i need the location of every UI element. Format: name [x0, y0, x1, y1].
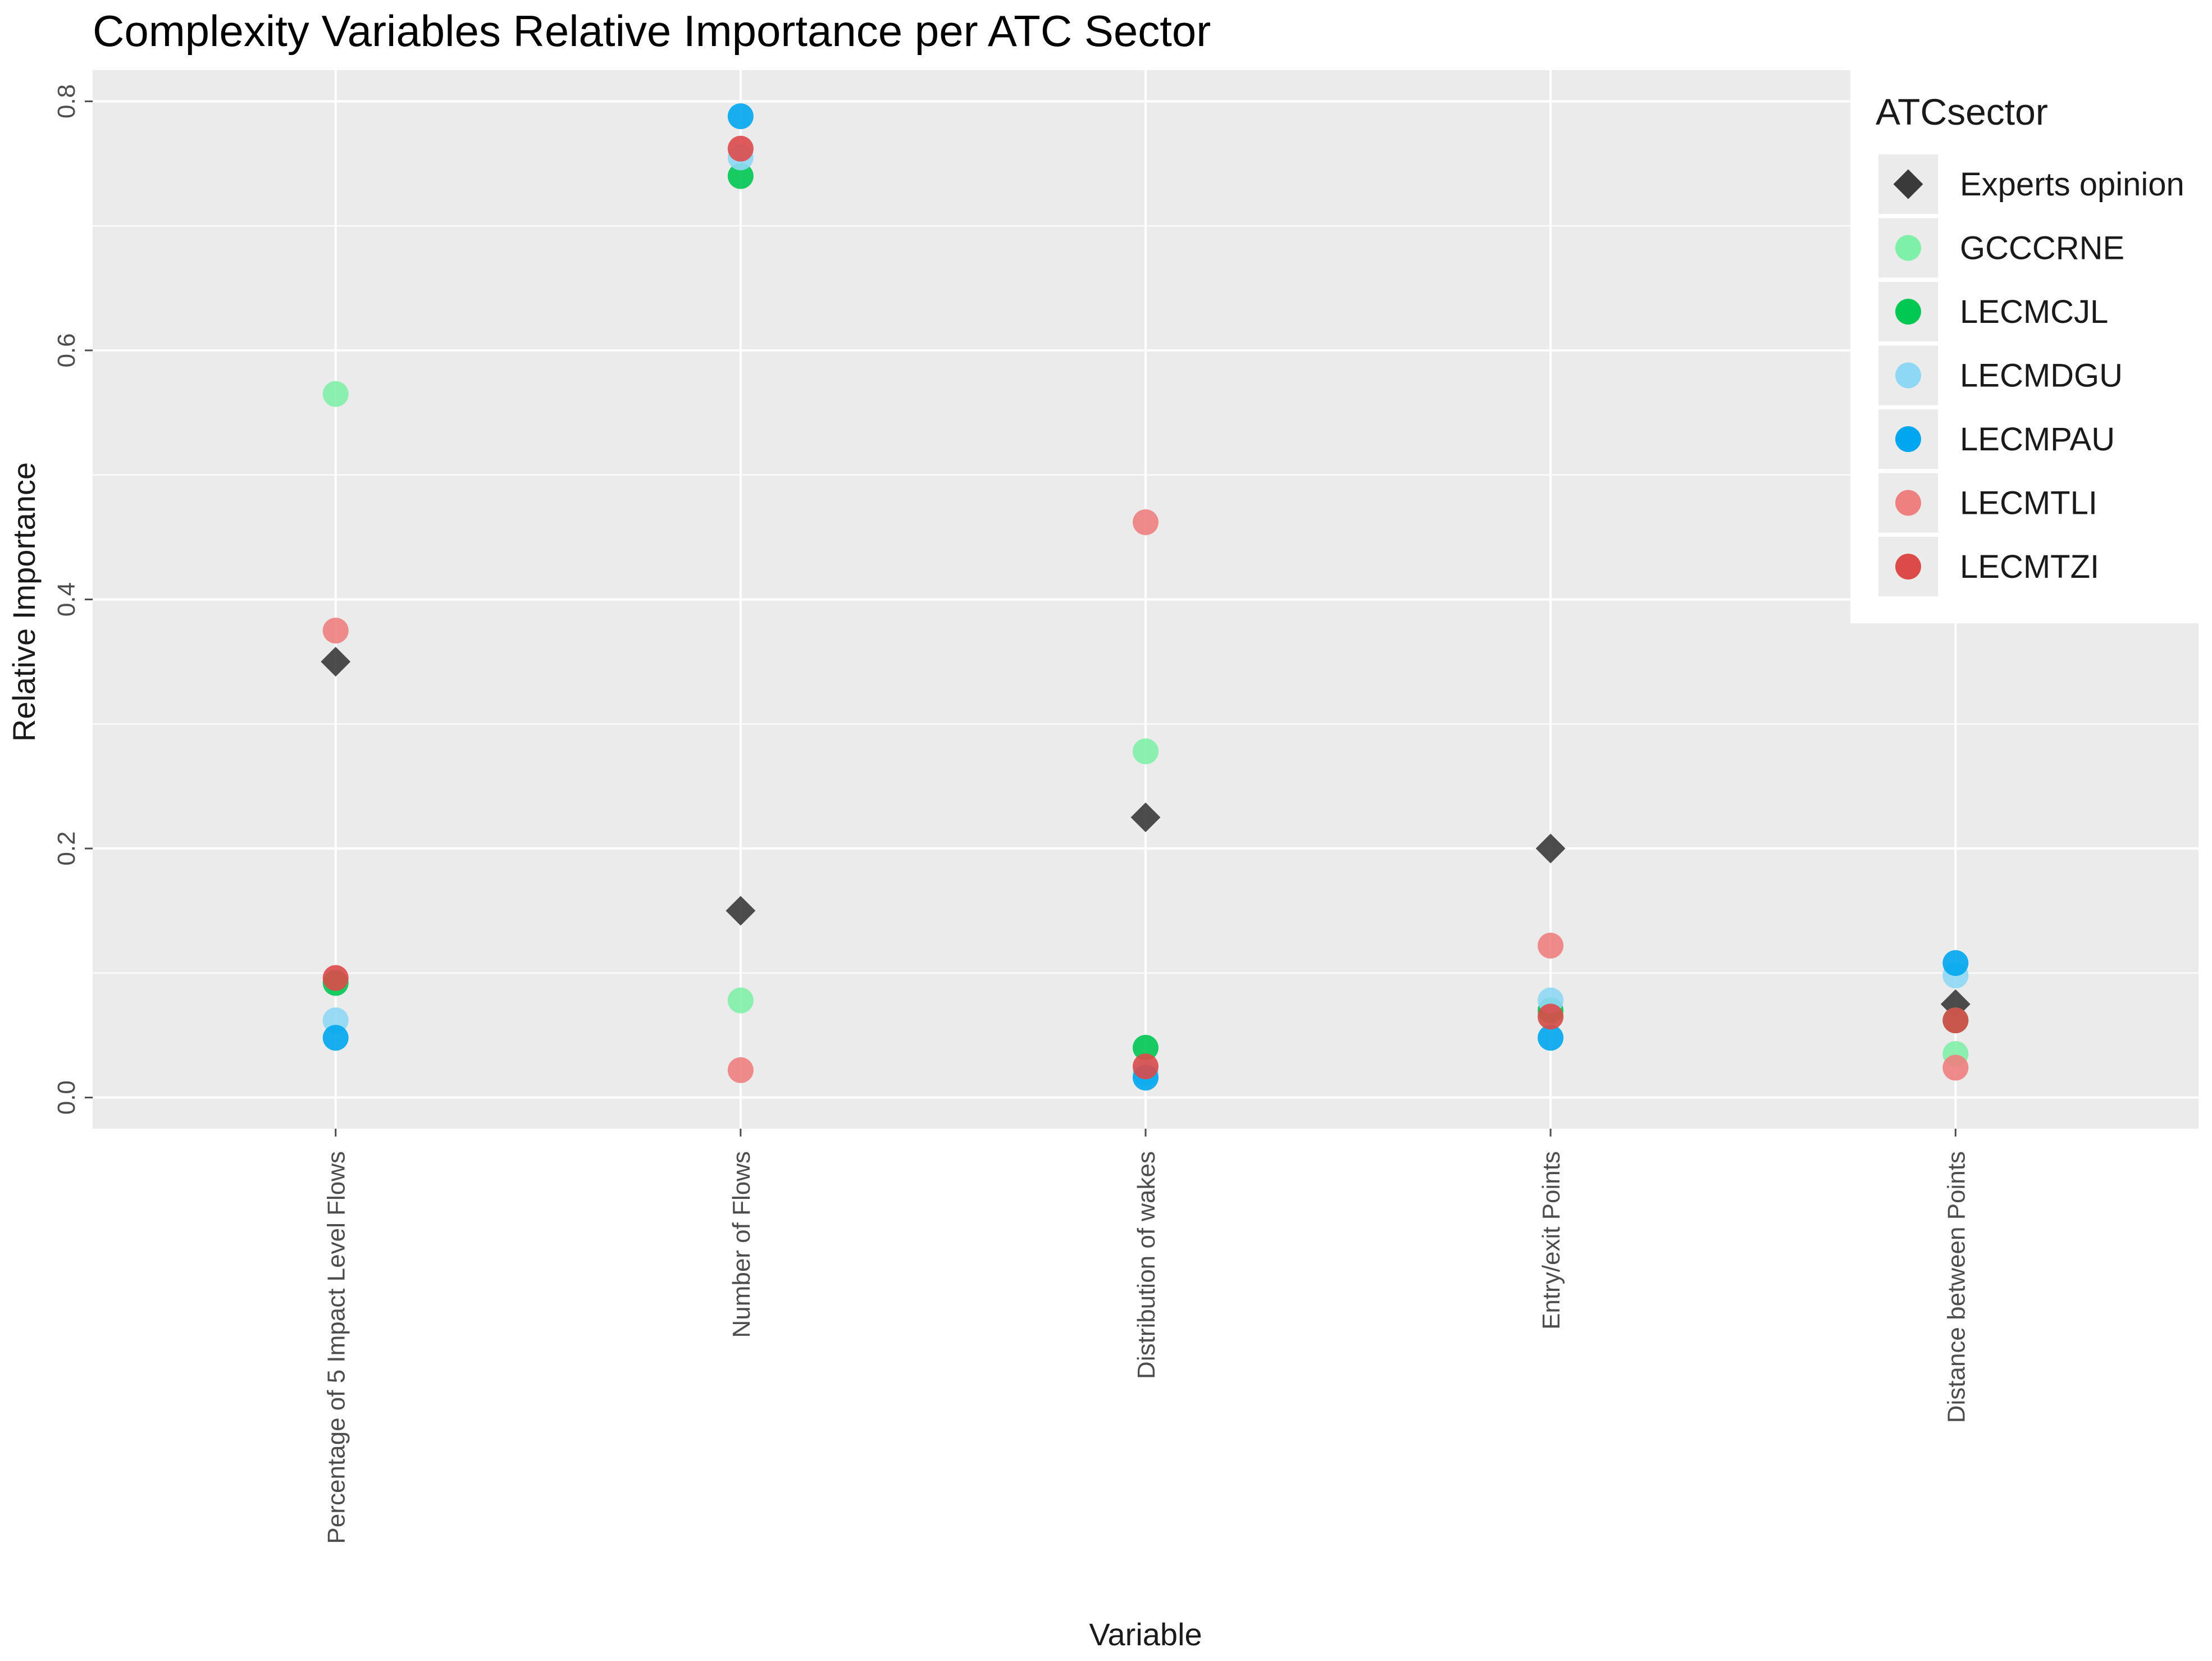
legend-key-lecmtli — [1895, 490, 1921, 516]
data-point — [727, 987, 754, 1014]
data-point — [727, 135, 754, 162]
x-tick-label: Percentage of 5 Impact Level Flows — [323, 1151, 350, 1544]
data-point — [1130, 802, 1161, 833]
x-tick-label: Entry/exit Points — [1538, 1151, 1565, 1330]
data-point — [322, 617, 349, 644]
y-tick-label: 0.8 — [53, 84, 80, 118]
y-axis: 0.0 0.2 0.4 0.6 0.8 — [53, 84, 93, 1115]
chart-title: Complexity Variables Relative Importance… — [93, 6, 1211, 56]
legend-key-gcccrne — [1895, 235, 1921, 261]
data-point — [1538, 1003, 1564, 1030]
x-axis: Percentage of 5 Impact Level Flows Number… — [323, 1129, 1970, 1544]
data-point — [726, 896, 756, 926]
legend: ATCsector Experts opinion GCCCRNE LECMCJL L… — [1850, 70, 2199, 623]
legend-key-lecmtzi — [1895, 554, 1921, 579]
data-point — [322, 1025, 349, 1051]
legend-label: LECMPAU — [1960, 421, 2115, 458]
legend-label: LECMDGU — [1960, 358, 2123, 394]
legend-items: Experts opinion GCCCRNE LECMCJL LECMDGU LECM… — [1878, 154, 2184, 596]
data-point — [1942, 950, 1969, 976]
x-tick-label: Number of Flows — [728, 1151, 755, 1338]
data-point — [1133, 1034, 1159, 1061]
y-tick-label: 0.2 — [53, 831, 80, 865]
data-point — [1133, 509, 1159, 536]
x-axis-title: Variable — [1089, 1617, 1202, 1652]
legend-key-lecmpau — [1895, 426, 1921, 452]
data-point — [1538, 1025, 1564, 1051]
y-tick-label: 0.4 — [53, 582, 80, 617]
legend-title: ATCsector — [1876, 91, 2048, 133]
data-points — [321, 103, 1971, 1091]
data-point — [322, 381, 349, 407]
legend-label: GCCCRNE — [1960, 230, 2124, 267]
series-lecmtzi — [322, 135, 1969, 1080]
y-axis-title: Relative Importance — [6, 462, 42, 742]
data-point — [1535, 833, 1566, 864]
legend-label: LECMTLI — [1960, 485, 2097, 522]
data-point — [1538, 933, 1564, 959]
y-tick-label: 0.0 — [53, 1080, 80, 1115]
legend-label: LECMTZI — [1960, 549, 2099, 585]
data-point — [1942, 1055, 1969, 1081]
legend-label: Experts opinion — [1960, 166, 2184, 203]
data-point — [322, 965, 349, 991]
x-tick-label: Distribution of wakes — [1133, 1151, 1160, 1379]
data-point — [727, 163, 754, 189]
data-point — [1133, 1053, 1159, 1080]
legend-label: LECMCJL — [1960, 294, 2108, 330]
data-point — [321, 646, 351, 677]
legend-key-lecmcjl — [1895, 299, 1921, 325]
x-tick-label: Distance between Points — [1942, 1151, 1970, 1423]
series-lecmtli — [322, 509, 1969, 1083]
legend-key-lecmdgu — [1895, 362, 1921, 389]
y-tick-label: 0.6 — [53, 333, 80, 367]
data-point — [727, 103, 754, 130]
data-point — [1133, 738, 1159, 765]
data-point — [1942, 1007, 1969, 1034]
data-point — [727, 1057, 754, 1083]
legend-key-experts-opinion — [1893, 169, 1923, 199]
